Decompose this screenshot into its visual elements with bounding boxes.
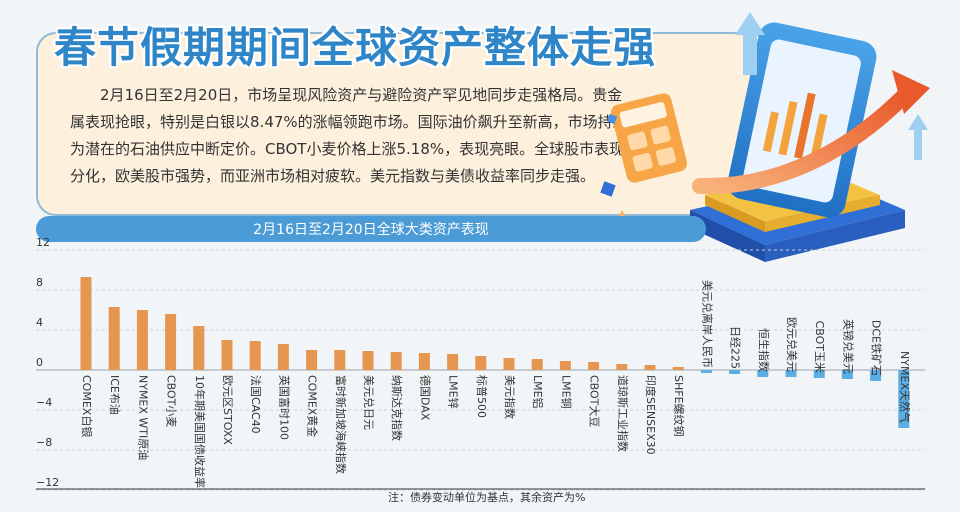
intro-paragraph: 2月16日至2月20日，市场呈现风险资产与避险资产罕见地同步走强格局。贵金属表现… bbox=[70, 86, 628, 185]
y-tick-label: −8 bbox=[36, 436, 52, 449]
bar bbox=[700, 370, 712, 373]
bar bbox=[898, 370, 910, 428]
bar bbox=[870, 370, 882, 381]
bar bbox=[80, 277, 92, 370]
bar bbox=[785, 370, 797, 377]
bar bbox=[447, 354, 459, 370]
y-tick-label: 0 bbox=[36, 356, 43, 369]
cube-decoration bbox=[606, 113, 618, 125]
category-label: 富时新加坡海峡指数 bbox=[334, 375, 348, 474]
bar bbox=[644, 365, 656, 370]
y-tick-label: −4 bbox=[36, 396, 52, 409]
calculator-illustration bbox=[610, 93, 688, 183]
bar bbox=[193, 326, 205, 370]
category-label: 德国DAX bbox=[418, 375, 432, 421]
category-label: 美元兑日元 bbox=[362, 375, 376, 430]
bar bbox=[108, 307, 120, 370]
category-label: NYMEX WTI原油 bbox=[136, 375, 150, 460]
bar bbox=[475, 356, 487, 370]
category-label: 日经225 bbox=[729, 326, 742, 369]
category-label: 欧元区STOXX bbox=[221, 375, 234, 445]
category-label: ICE布油 bbox=[108, 375, 122, 415]
bars bbox=[80, 277, 910, 428]
bar bbox=[757, 370, 769, 377]
chart-title: 2月16日至2月20日全球大类资产表现 bbox=[253, 222, 489, 238]
trend-arrow-illustration bbox=[692, 70, 930, 195]
cube-decoration bbox=[600, 181, 616, 197]
bar bbox=[249, 341, 261, 370]
y-tick-label: −12 bbox=[36, 476, 59, 489]
y-tick-label: 4 bbox=[36, 316, 43, 329]
phone-illustration bbox=[727, 22, 877, 218]
category-label: SHFE螺纹钢 bbox=[672, 375, 686, 437]
category-label: 纳斯达克指数 bbox=[390, 375, 404, 441]
category-label: 欧元兑美元 bbox=[785, 317, 799, 372]
y-tick-label: 8 bbox=[36, 276, 43, 289]
category-label: 标普500 bbox=[475, 375, 489, 418]
bar bbox=[616, 364, 628, 370]
category-label: 10年期美国国债收益率 bbox=[193, 375, 207, 488]
category-label: CBOT玉米 bbox=[813, 321, 826, 373]
bar bbox=[221, 340, 233, 370]
page-title: 春节假期期间全球资产整体走强 bbox=[54, 23, 657, 72]
category-label: LME锌 bbox=[447, 375, 461, 409]
bar bbox=[588, 362, 600, 370]
bar bbox=[165, 314, 177, 370]
category-label: LME铜 bbox=[559, 375, 573, 409]
category-label: 美元指数 bbox=[503, 375, 517, 419]
y-tick-label: 12 bbox=[36, 236, 50, 249]
bar bbox=[136, 310, 148, 370]
bar bbox=[362, 351, 374, 370]
bar bbox=[277, 344, 289, 370]
category-label: 英镑兑美元 bbox=[841, 319, 855, 374]
category-label: 道琼斯工业指数 bbox=[616, 375, 630, 452]
category-label: COMEX白银 bbox=[80, 375, 94, 437]
y-axis: 12 8 4 0 −4 −8 −12 bbox=[36, 236, 59, 489]
category-label: 法国CAC40 bbox=[249, 375, 263, 434]
bar bbox=[672, 367, 684, 370]
footnote: 注：债券变动单位为基点，其余资产为% bbox=[388, 491, 586, 504]
bar bbox=[559, 361, 571, 370]
category-label: DCE铁矿石 bbox=[870, 320, 883, 376]
bar bbox=[418, 353, 430, 370]
category-labels: COMEX白银 ICE布油 NYMEX WTI原油 CBOT小麦 10年期美国国债收益率… bbox=[80, 280, 912, 488]
category-label: 印度SENSEX30 bbox=[644, 375, 658, 455]
category-label: COMEX黄金 bbox=[306, 375, 320, 437]
category-label: LME铝 bbox=[531, 375, 545, 409]
bar bbox=[334, 350, 346, 370]
bar bbox=[503, 358, 515, 370]
category-label: CBOT大豆 bbox=[588, 375, 602, 427]
bar bbox=[813, 370, 825, 378]
chart-title-banner: 2月16日至2月20日全球大类资产表现 bbox=[36, 216, 706, 242]
category-label: CBOT小麦 bbox=[165, 375, 178, 427]
category-label: 英国富时100 bbox=[277, 375, 291, 440]
bar bbox=[841, 370, 853, 379]
bar bbox=[531, 359, 543, 370]
category-label: 美元兑离岸人民币 bbox=[700, 280, 714, 368]
bar bbox=[306, 350, 318, 370]
bar bbox=[729, 370, 741, 374]
bar bbox=[390, 352, 402, 370]
category-label: NYMEX天然气 bbox=[898, 351, 912, 423]
category-label: 恒生指数 bbox=[757, 328, 771, 372]
